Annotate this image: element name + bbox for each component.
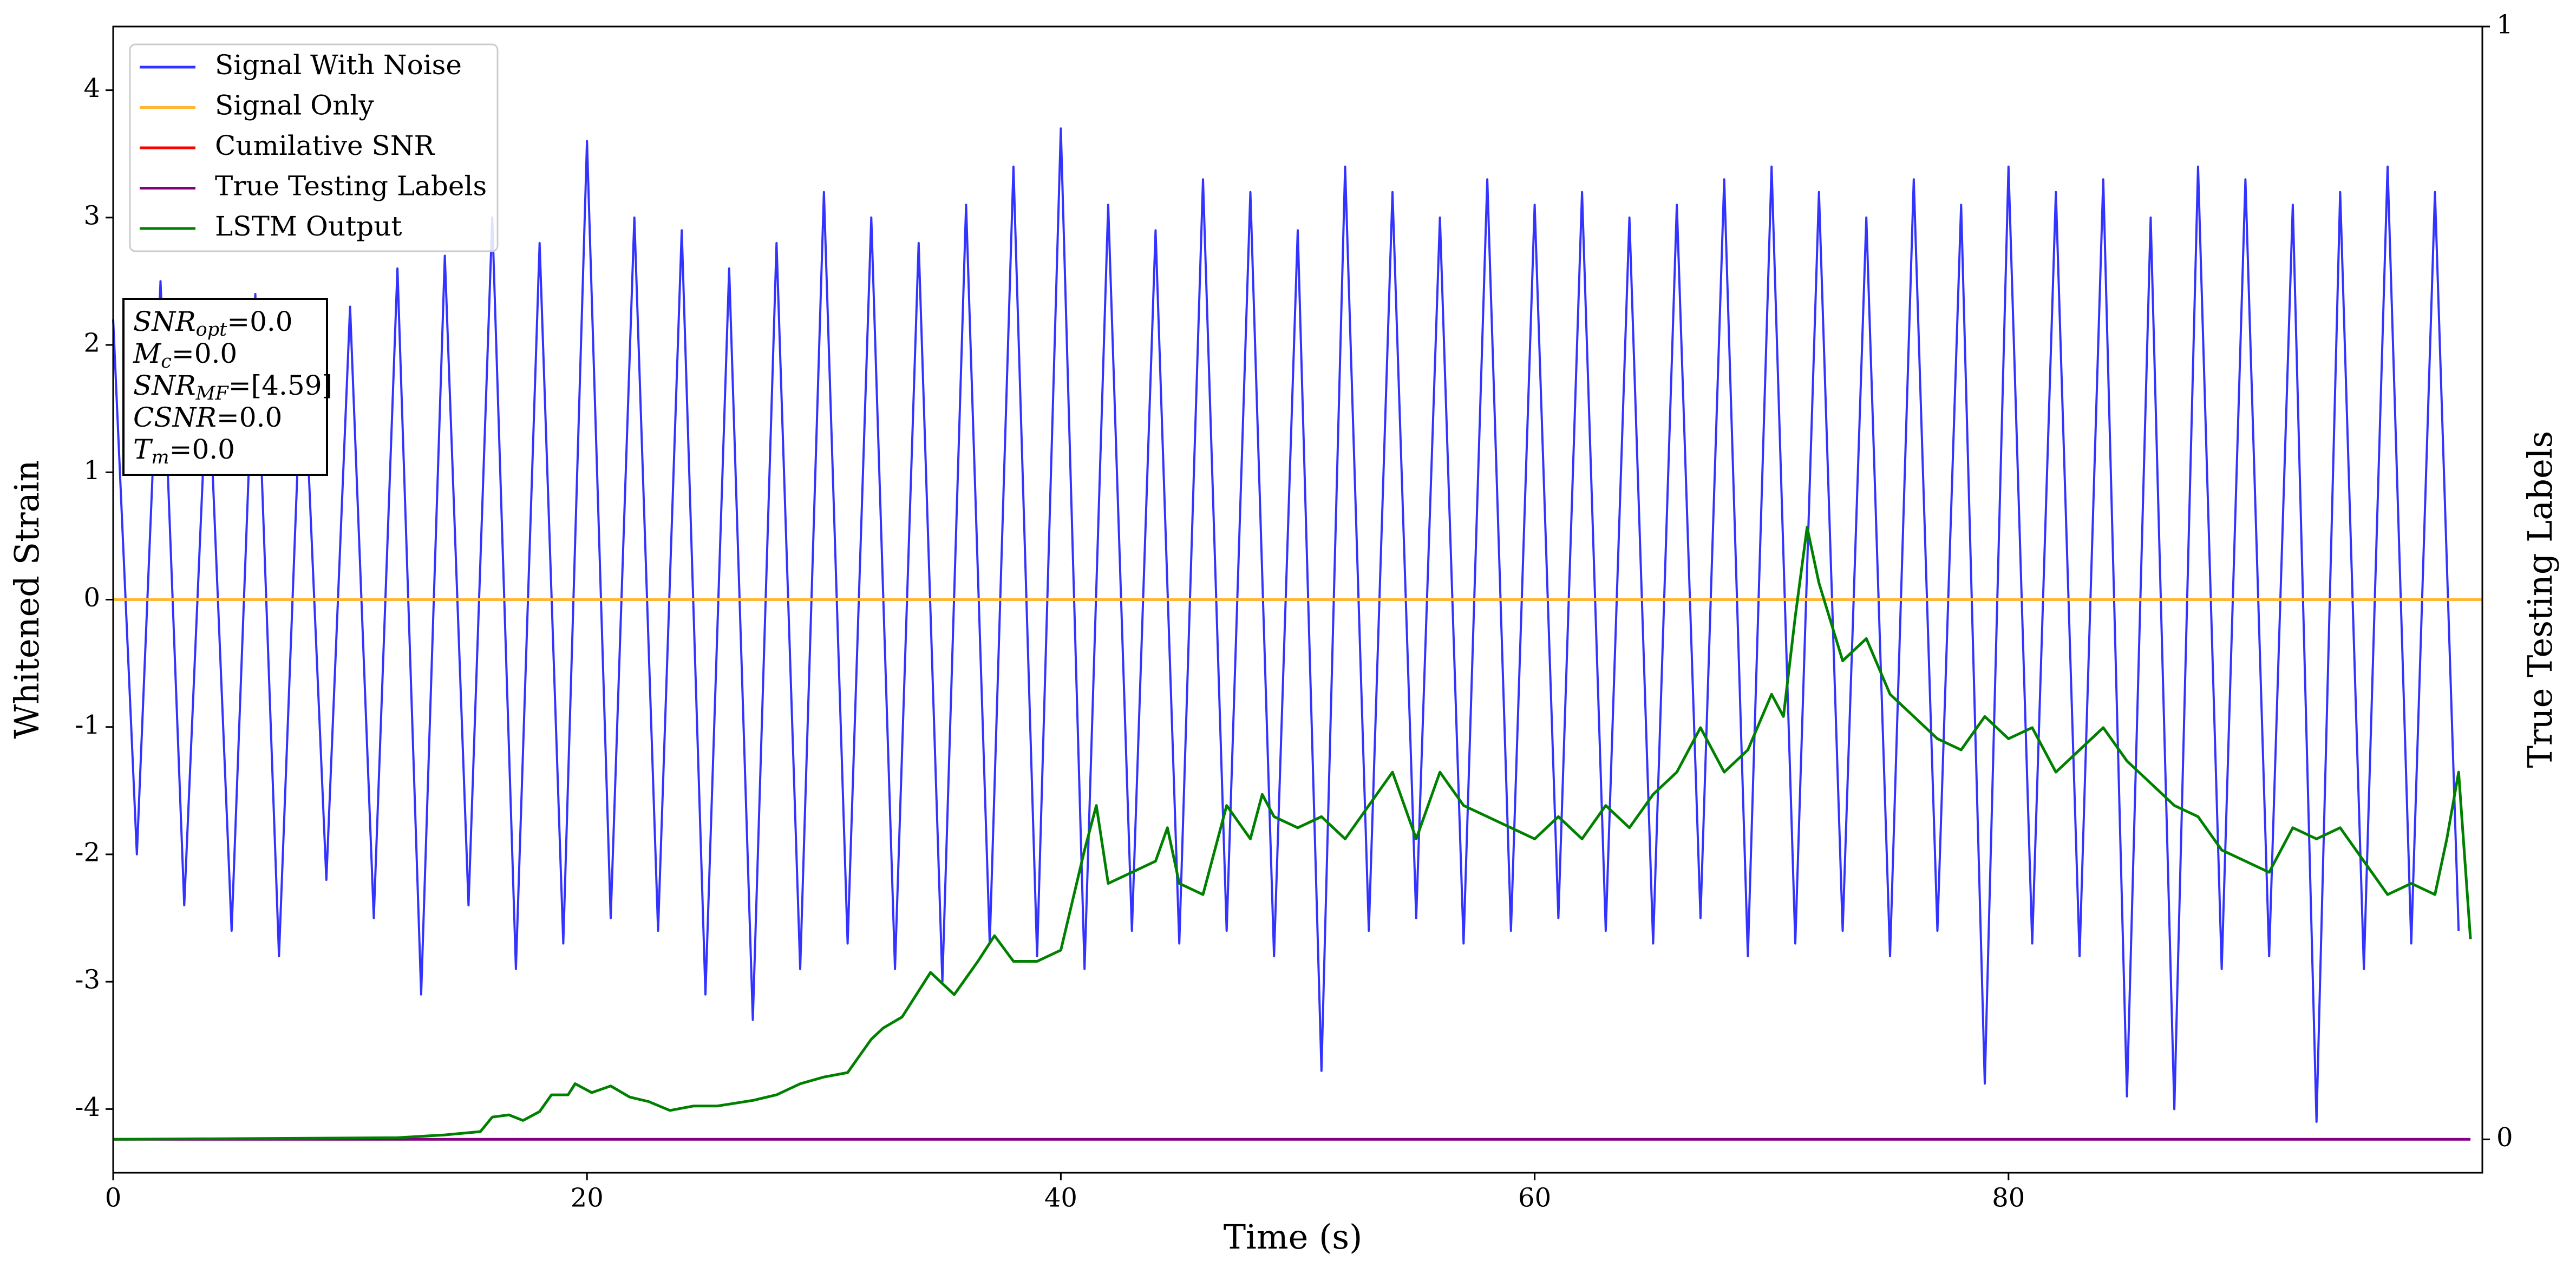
annotation-line: Tm=0.0 <box>133 434 235 468</box>
legend-label: LSTM Output <box>215 211 402 242</box>
y-tick-label: 0 <box>83 583 100 613</box>
annotation-value: =0.0 <box>227 306 292 337</box>
annotation-value: =0.0 <box>217 402 282 433</box>
y-axis-label: Whitened Strain <box>7 460 47 739</box>
legend-box <box>129 43 499 252</box>
plot-area <box>112 127 2482 1141</box>
x-tick-label: 60 <box>1518 1183 1551 1213</box>
annotation-symbol: M <box>133 338 162 369</box>
y-tick-label: 1 <box>83 455 100 486</box>
y-tick-label: -4 <box>75 1092 100 1122</box>
annotation-symbol: CSNR <box>133 402 217 433</box>
annotation-symbol: T <box>133 434 153 465</box>
series-line <box>113 526 2472 1141</box>
x-tick-label: 40 <box>1044 1183 1077 1213</box>
y-tick-label: -1 <box>75 710 100 740</box>
legend-label: Signal With Noise <box>215 49 462 81</box>
y2-tick-label: 1 <box>2496 10 2513 40</box>
annotation-line: SNRopt=0.0 <box>133 306 293 341</box>
annotation-value: =[4.59] <box>228 370 332 401</box>
x-axis-label: Time (s) <box>1224 1217 1363 1257</box>
annotation-subscript: c <box>161 351 172 373</box>
annotation-value: =0.0 <box>172 338 237 369</box>
legend-label: Cumilative SNR <box>215 130 435 161</box>
annotation-symbol: SNR <box>133 370 196 401</box>
y-tick-label: -3 <box>75 965 100 995</box>
y-tick-label: 3 <box>83 200 100 231</box>
annotation-box: SNRopt=0.0Mc=0.0SNRMF=[4.59]CSNR=0.0Tm=0… <box>122 298 332 476</box>
annotation-symbol: SNR <box>133 306 196 337</box>
annotation-subscript: MF <box>195 383 230 404</box>
annotation-line: Mc=0.0 <box>133 338 237 373</box>
annotation-line: SNRMF=[4.59] <box>133 370 332 404</box>
annotation-line: CSNR=0.0 <box>133 402 282 433</box>
x-tick-label: 0 <box>105 1183 122 1213</box>
annotation-subscript: opt <box>196 319 227 341</box>
annotation-value: =0.0 <box>169 434 235 465</box>
annotation-frame <box>122 298 328 476</box>
y-tick-label: -2 <box>75 837 100 867</box>
legend-label: Signal Only <box>215 90 374 121</box>
y-tick-label: 2 <box>83 328 100 358</box>
legend: Signal With Noise Signal Only Cumilative S… <box>129 43 499 252</box>
x-tick-label: 20 <box>571 1183 604 1213</box>
series-line <box>112 127 2460 1123</box>
annotation-subscript: m <box>151 447 169 468</box>
x-tick-label: 80 <box>1992 1183 2025 1213</box>
y2-axis-label: True Testing Labels <box>2520 431 2560 768</box>
y2-tick-label: 0 <box>2496 1122 2513 1153</box>
y-tick-label: 4 <box>83 73 100 103</box>
legend-label: True Testing Labels <box>215 171 487 202</box>
